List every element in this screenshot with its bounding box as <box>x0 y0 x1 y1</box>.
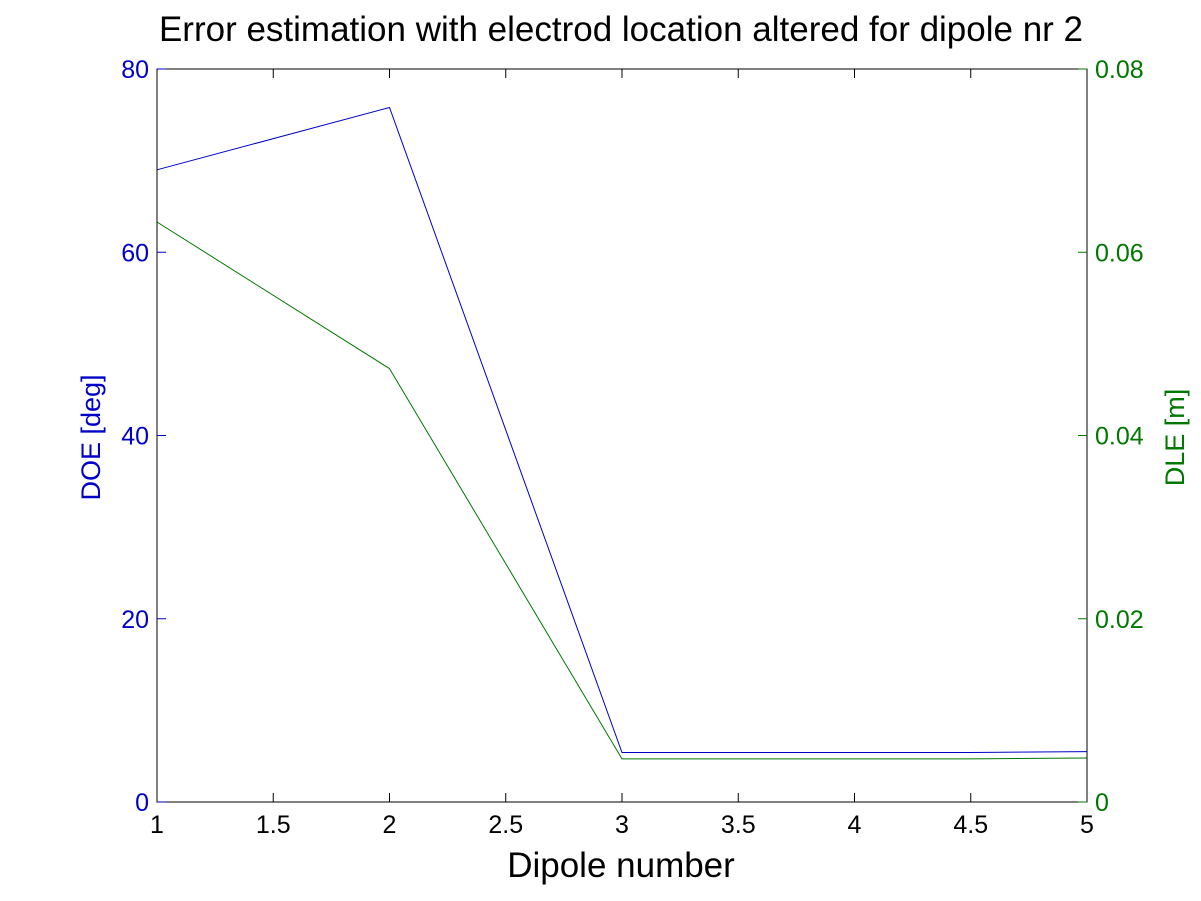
y-right-tick-label: 0.08 <box>1095 56 1144 84</box>
series-line-doe <box>156 106 1088 753</box>
y-right-tick-label: 0.02 <box>1095 606 1144 634</box>
series-line-dle <box>156 221 1088 760</box>
x-tick-label: 3.5 <box>721 811 756 839</box>
y-axis-label-left: DOE [deg] <box>76 374 106 500</box>
y-left-tick-label: 60 <box>121 239 149 267</box>
y-right-tick-label: 0.06 <box>1095 239 1144 267</box>
plot-frame <box>156 68 1088 803</box>
x-tick-label: 3 <box>615 811 629 839</box>
y-left-tick-label: 20 <box>121 606 149 634</box>
x-tick-label: 2.5 <box>488 811 523 839</box>
y-left-tick-label: 40 <box>121 423 149 451</box>
axis-ticks: 1 1.5 2 2.5 3 3.5 4 4.5 502040608000.020.040.060… <box>121 56 1144 839</box>
y-right-tick-label: 0.04 <box>1095 423 1144 451</box>
chart-title: Error estimation with electrod location … <box>159 10 1083 49</box>
x-tick-label: 4 <box>848 811 862 839</box>
x-tick-label: 1.5 <box>256 811 291 839</box>
y-axis-label-right: DLE [m] <box>1160 389 1190 487</box>
y-left-tick-label: 0 <box>135 789 149 817</box>
plot-area <box>156 106 1088 760</box>
x-tick-label: 4.5 <box>953 811 988 839</box>
y-left-tick-label: 80 <box>121 56 149 84</box>
x-tick-label: 5 <box>1080 811 1094 839</box>
x-axis-label: Dipole number <box>507 846 735 885</box>
x-tick-label: 2 <box>383 811 397 839</box>
x-tick-label: 1 <box>150 811 164 839</box>
y-right-tick-label: 0 <box>1095 789 1109 817</box>
